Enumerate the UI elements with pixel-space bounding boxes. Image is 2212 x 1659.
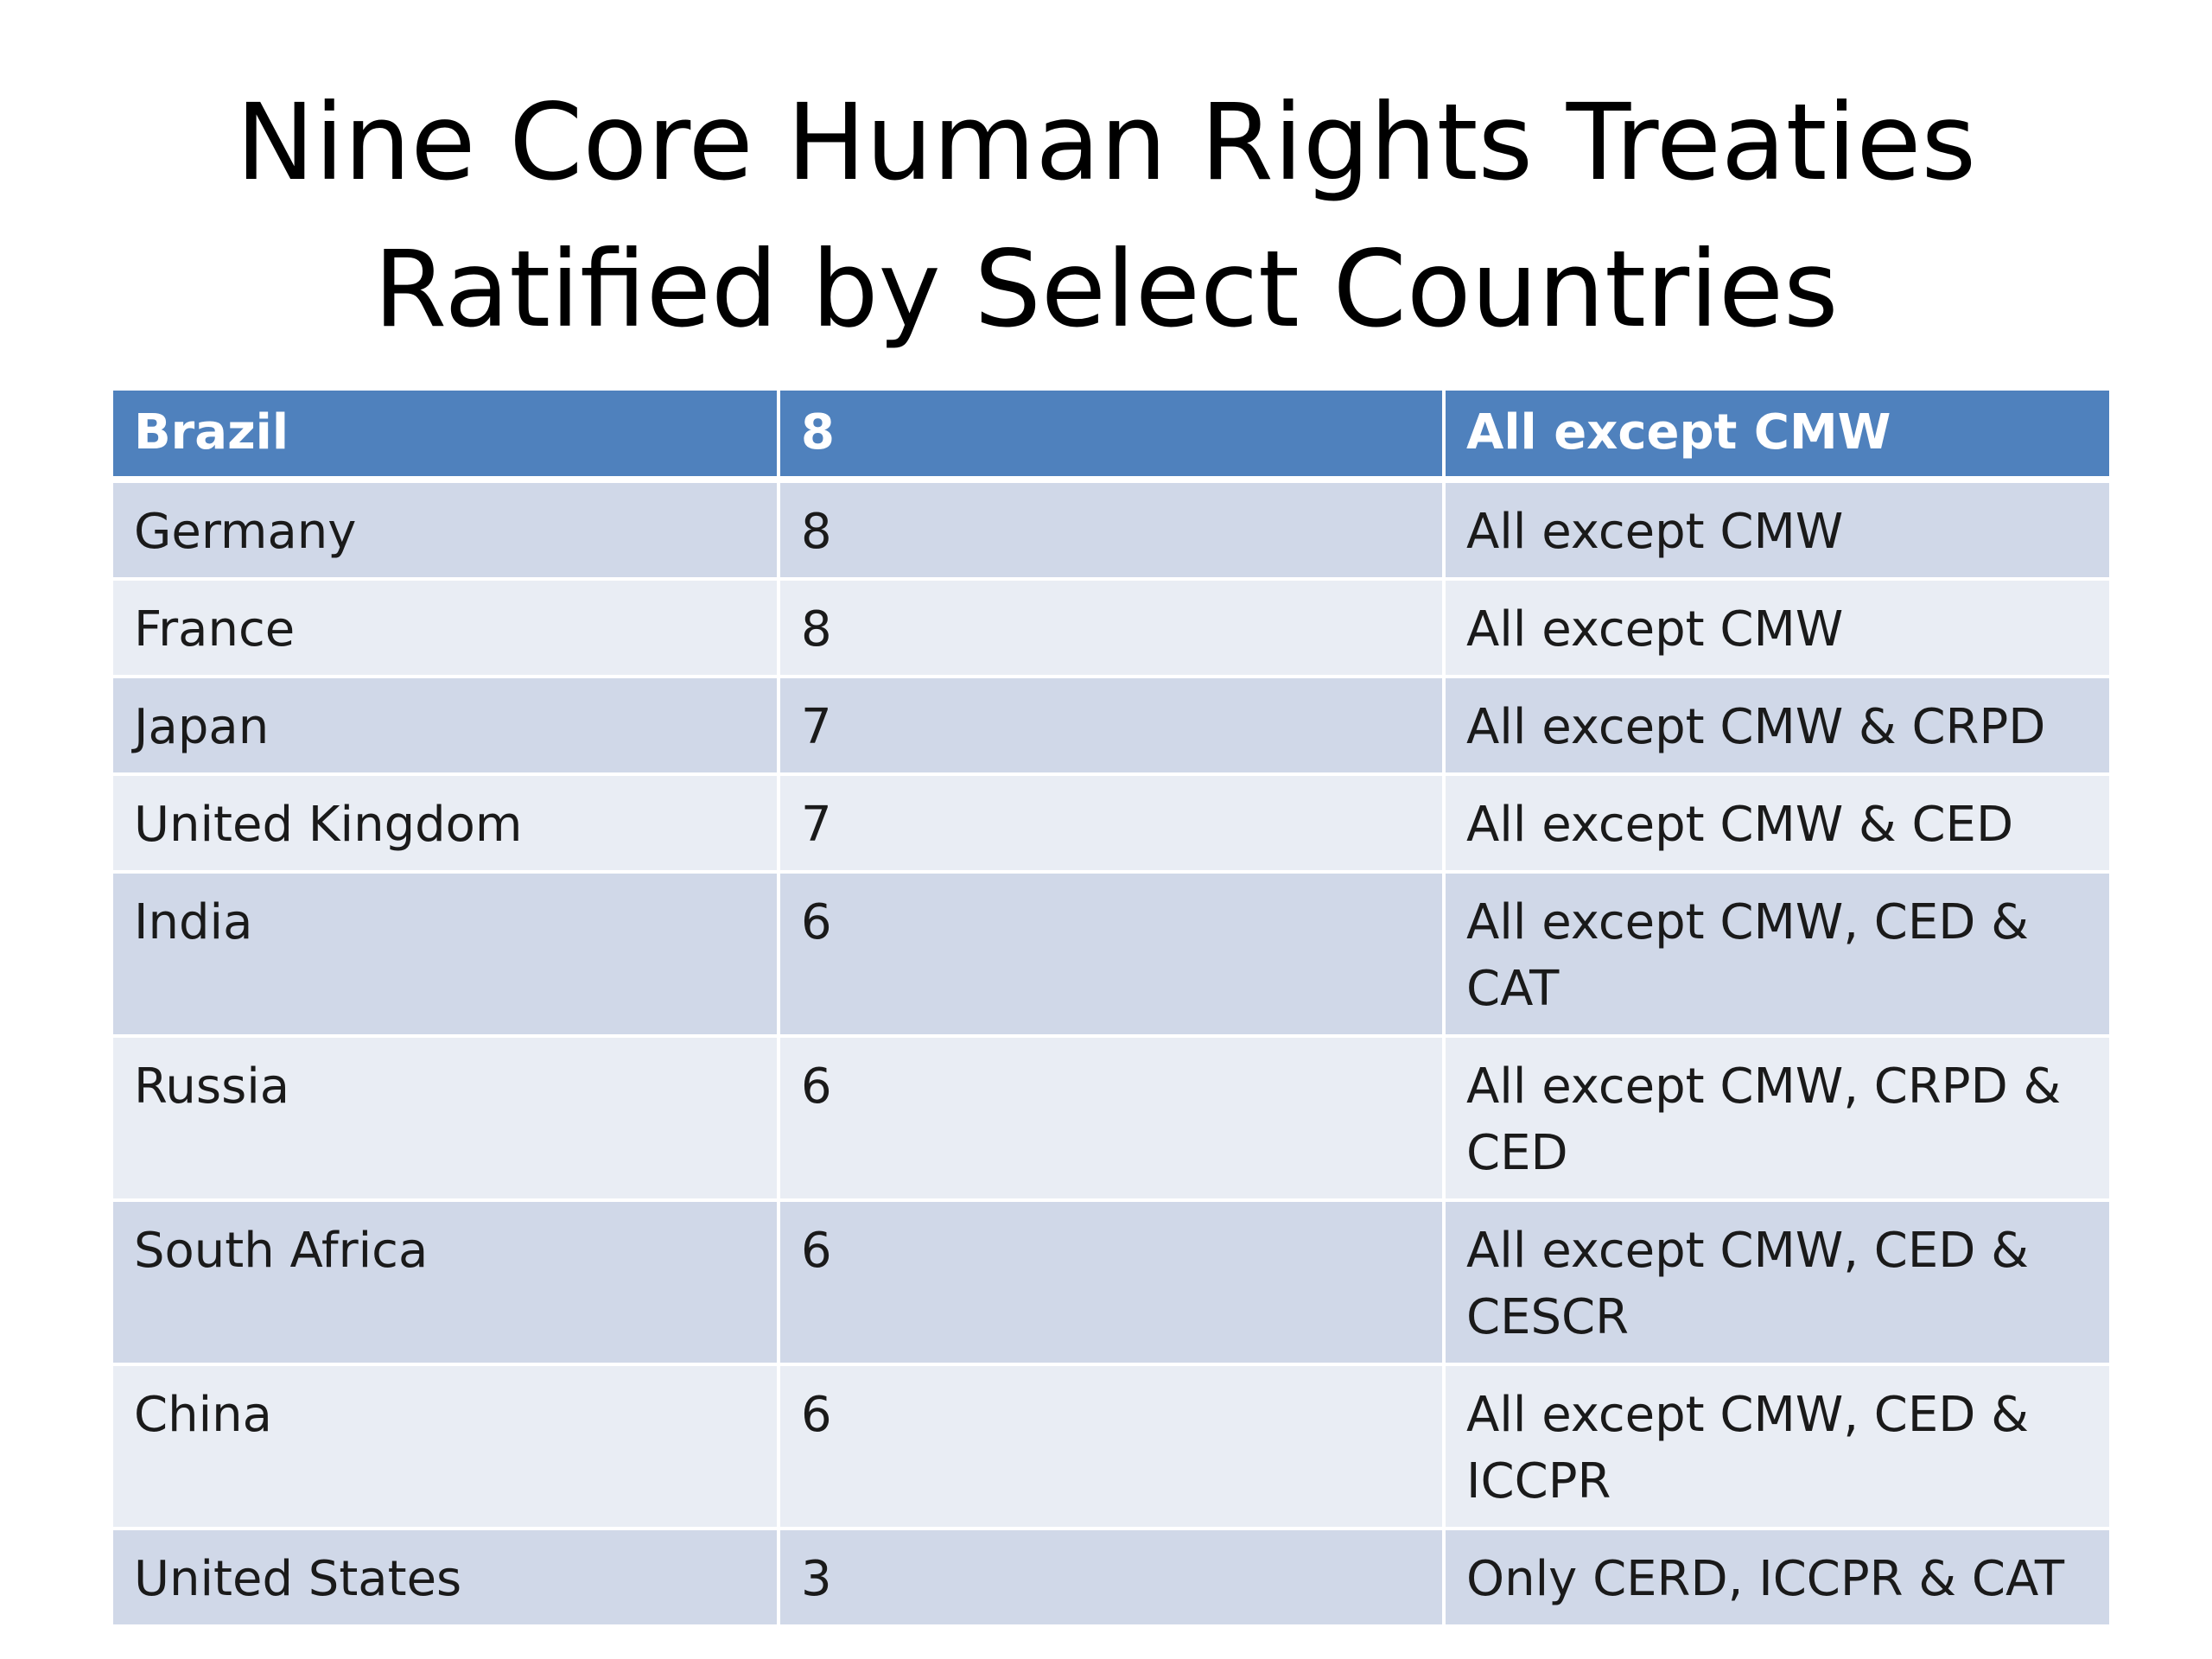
- cell-count: 8: [777, 480, 1446, 581]
- table-row: Russia 6 All except CMW, CRPD & CED: [113, 1036, 2109, 1202]
- cell-count: 7: [777, 677, 1446, 776]
- table-row: France 8 All except CMW: [113, 579, 2109, 678]
- cell-country: India: [113, 872, 780, 1038]
- header-cell-treaties: All except CMW: [1442, 391, 2109, 483]
- cell-count: 3: [777, 1529, 1446, 1628]
- cell-country: France: [113, 579, 780, 678]
- cell-treaties: All except CMW & CED: [1442, 774, 2109, 874]
- cell-count: 7: [777, 774, 1446, 874]
- slide-title: Nine Core Human Rights Treaties Ratified…: [0, 69, 2212, 363]
- cell-treaties: All except CMW: [1442, 480, 2109, 581]
- cell-treaties: All except CMW & CRPD: [1442, 677, 2109, 776]
- slide-title-line-1: Nine Core Human Rights Treaties: [235, 81, 1977, 204]
- cell-count: 6: [777, 1364, 1446, 1530]
- table-row: India 6 All except CMW, CED & CAT: [113, 872, 2109, 1038]
- cell-country: Russia: [113, 1036, 780, 1202]
- cell-treaties: All except CMW, CED & ICCPR: [1442, 1364, 2109, 1530]
- cell-country: Japan: [113, 677, 780, 776]
- slide-title-line-2: Ratified by Select Countries: [373, 228, 1839, 351]
- table-row: Japan 7 All except CMW & CRPD: [113, 677, 2109, 776]
- cell-count: 6: [777, 872, 1446, 1038]
- table-row: United Kingdom 7 All except CMW & CED: [113, 774, 2109, 874]
- cell-count: 6: [777, 1036, 1446, 1202]
- table-row: Germany 8 All except CMW: [113, 480, 2109, 581]
- treaty-table: Brazil 8 All except CMW Germany 8 All ex…: [113, 391, 2109, 1628]
- header-cell-count: 8: [777, 391, 1446, 483]
- table-row: China 6 All except CMW, CED & ICCPR: [113, 1364, 2109, 1530]
- cell-country: China: [113, 1364, 780, 1530]
- cell-country: United Kingdom: [113, 774, 780, 874]
- table-header-row: Brazil 8 All except CMW: [113, 391, 2109, 483]
- cell-treaties: All except CMW: [1442, 579, 2109, 678]
- cell-treaties: All except CMW, CED & CAT: [1442, 872, 2109, 1038]
- cell-count: 8: [777, 579, 1446, 678]
- cell-count: 6: [777, 1200, 1446, 1366]
- cell-country: United States: [113, 1529, 780, 1628]
- cell-treaties: All except CMW, CED & CESCR: [1442, 1200, 2109, 1366]
- table-row: South Africa 6 All except CMW, CED & CES…: [113, 1200, 2109, 1366]
- cell-treaties: Only CERD, ICCPR & CAT: [1442, 1529, 2109, 1628]
- cell-country: Germany: [113, 480, 780, 581]
- header-cell-country: Brazil: [113, 391, 780, 483]
- table-row: United States 3 Only CERD, ICCPR & CAT: [113, 1529, 2109, 1628]
- cell-country: South Africa: [113, 1200, 780, 1366]
- cell-treaties: All except CMW, CRPD & CED: [1442, 1036, 2109, 1202]
